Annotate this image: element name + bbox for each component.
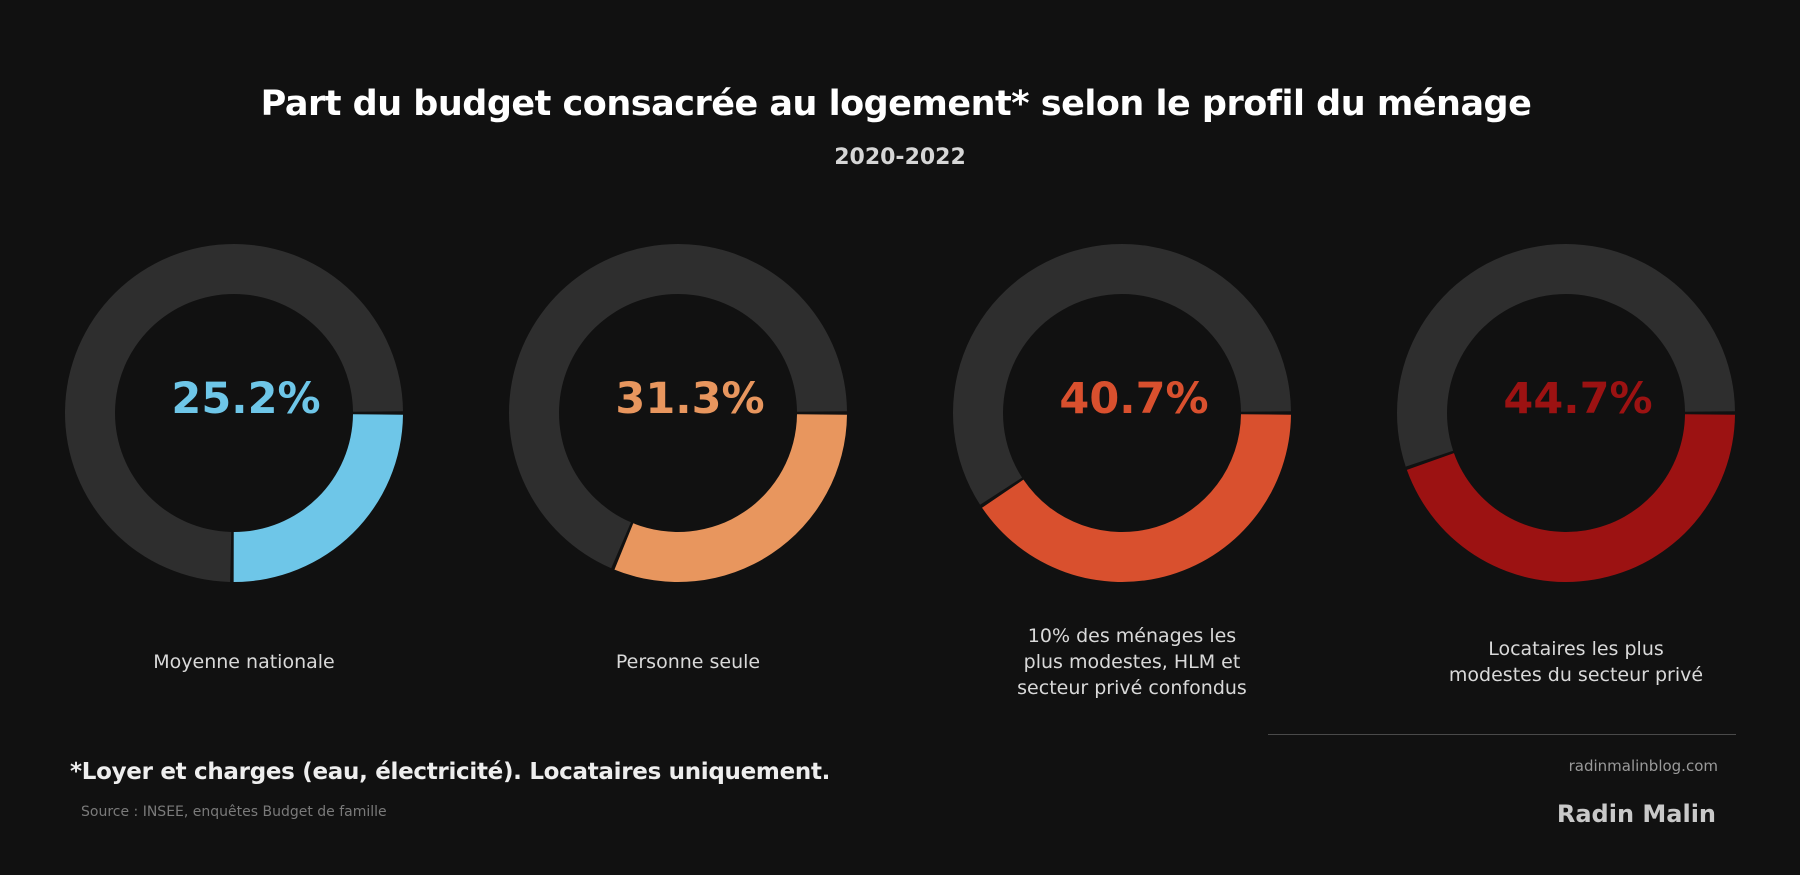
footer-divider: [1268, 734, 1736, 735]
donut-value-label-2: 31.3%: [615, 374, 764, 424]
chart-title: Part du budget consacrée au logement* se…: [260, 84, 1532, 124]
donut-track-3: [952, 244, 1291, 505]
donut-value-arc-1: [233, 414, 403, 582]
donut-category-label-line: Personne seule: [615, 651, 761, 673]
donut-value-label-4: 44.7%: [1503, 374, 1652, 424]
chart-subtitle: 2020-2022: [834, 145, 966, 170]
donut-category-label-1: Moyenne nationale: [94, 649, 394, 675]
donut-category-label-line: modestes du secteur privé: [1448, 664, 1704, 686]
donut-track-2: [509, 244, 847, 569]
donut-category-label-line: secteur privé confondus: [1017, 677, 1247, 699]
donut-value-arc-3: [982, 414, 1291, 583]
donut-value-arc-2: [614, 414, 847, 582]
site-url: radinmalinblog.com: [1568, 757, 1718, 775]
donut-track-1: [65, 244, 403, 582]
donut-value-arc-4: [1406, 414, 1735, 582]
brand-name: Radin Malin: [1556, 800, 1716, 828]
donut-category-label-line: Locataires les plus: [1488, 638, 1664, 660]
donut-category-label-4: Locataires les plus modestes du secteur p…: [1426, 636, 1726, 688]
donut-category-label-line: Moyenne nationale: [153, 651, 335, 673]
source-note: Source : INSEE, enquêtes Budget de famil…: [81, 804, 387, 820]
donut-value-label-1: 25.2%: [171, 374, 320, 424]
donut-track-4: [1397, 244, 1735, 467]
donut-category-label-line: plus modestes, HLM et: [1023, 651, 1241, 673]
donut-category-label-2: Personne seule: [538, 649, 838, 675]
donut-category-label-line: 10% des ménages les: [1027, 625, 1237, 647]
donut-category-label-3: 10% des ménages les plus modestes, HLM et…: [982, 623, 1282, 701]
footnote: *Loyer et charges (eau, électricité). Lo…: [70, 759, 831, 785]
donut-value-label-3: 40.7%: [1059, 374, 1208, 424]
